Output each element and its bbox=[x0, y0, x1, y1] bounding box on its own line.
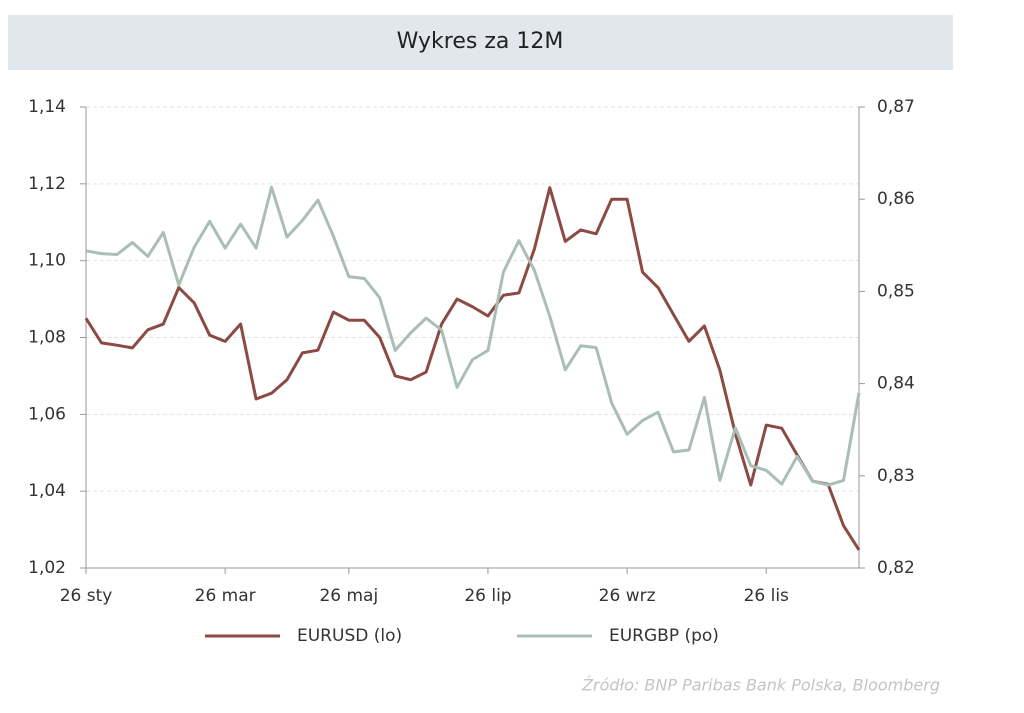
y2-tick-label: 0,82 bbox=[877, 558, 915, 578]
y2-tick-label: 0,87 bbox=[877, 97, 915, 117]
x-tick-label: 26 mar bbox=[195, 586, 256, 606]
x-tick-label: 26 sty bbox=[60, 586, 113, 606]
y-tick-label: 1,08 bbox=[28, 328, 66, 348]
series-line bbox=[84, 186, 861, 551]
y-tick-label: 1,12 bbox=[28, 174, 66, 194]
y-tick-label: 1,06 bbox=[28, 404, 66, 424]
x-tick-label: 26 lip bbox=[464, 586, 511, 606]
y2-tick-label: 0,86 bbox=[877, 189, 915, 209]
x-tick-label: 26 wrz bbox=[599, 586, 656, 606]
title-bar bbox=[8, 15, 953, 70]
y2-tick-label: 0,84 bbox=[877, 374, 915, 394]
y2-tick-label: 0,85 bbox=[877, 281, 915, 301]
legend-label: EURUSD (lo) bbox=[297, 626, 402, 646]
chart-title: Wykres za 12M bbox=[397, 29, 564, 54]
y-tick-label: 1,04 bbox=[28, 481, 66, 501]
y2-tick-label: 0,83 bbox=[877, 466, 915, 486]
series-line bbox=[85, 185, 861, 487]
legend-label: EURGBP (po) bbox=[609, 626, 719, 646]
x-tick-label: 26 maj bbox=[319, 586, 378, 606]
y-tick-label: 1,14 bbox=[28, 97, 66, 117]
y-tick-label: 1,02 bbox=[28, 558, 66, 578]
x-tick-label: 26 lis bbox=[744, 586, 789, 606]
y-tick-label: 1,10 bbox=[28, 251, 66, 271]
source-note: Źródło: BNP Paribas Bank Polska, Bloombe… bbox=[581, 676, 940, 695]
